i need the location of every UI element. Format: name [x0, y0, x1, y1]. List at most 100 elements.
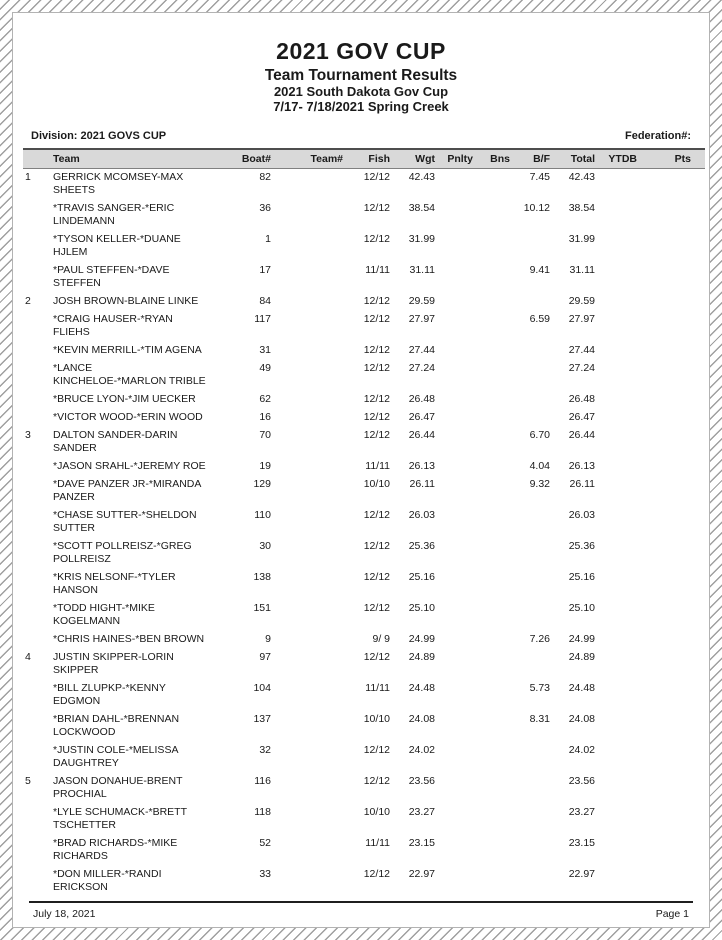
cell-bns: [475, 169, 512, 201]
header-wgt: Wgt: [392, 148, 437, 170]
cell-teamno: [273, 311, 345, 342]
footer-date: July 18, 2021: [33, 908, 96, 921]
cell-fish: 10/10: [363, 477, 390, 490]
report-header: 2021 GOV CUP Team Tournament Results 202…: [23, 38, 699, 114]
cell-rank: 3: [25, 428, 31, 441]
cell-bns: [475, 231, 512, 262]
event-dates-location: 7/17- 7/18/2021 Spring Creek: [273, 98, 449, 114]
cell-bf: [512, 600, 552, 631]
cell-total: 23.56: [568, 774, 595, 787]
cell-bns: [475, 835, 512, 866]
cell-fish: 11/11: [365, 459, 390, 472]
cell-total: 26.11: [569, 477, 596, 490]
cell-pnlty: [437, 342, 475, 360]
header-pnlty: Pnlty: [437, 148, 475, 170]
cell-bns: [475, 409, 512, 427]
cell-team: *CHRIS HAINES-*BEN BROWN: [53, 632, 205, 645]
cell-fish: 12/12: [363, 170, 390, 183]
cell-boat: 129: [253, 477, 271, 490]
cell-wgt: 23.15: [408, 836, 435, 849]
cell-total: 27.97: [568, 312, 595, 325]
cell-total: 24.02: [568, 743, 595, 756]
cell-teamno: [273, 360, 345, 391]
cell-wgt: 25.16: [408, 570, 435, 583]
cell-pts: [639, 649, 705, 680]
cell-boat: 19: [259, 459, 271, 472]
cell-total: 38.54: [568, 201, 595, 214]
table-row: *LANCE KINCHELOE-*MARLON TRIBLE 49 12/12 27…: [23, 360, 705, 391]
header-bns: Bns: [475, 148, 512, 170]
cell-rank: [23, 342, 51, 360]
cell-total: 23.15: [568, 836, 595, 849]
cell-total: 24.08: [568, 712, 595, 725]
cell-wgt: 29.59: [408, 294, 435, 307]
table-row: *LYLE SCHUMACK-*BRETT TSCHETTER 118 10/10 2…: [23, 804, 705, 835]
cell-boat: 137: [253, 712, 271, 725]
cell-total: 26.03: [568, 508, 595, 521]
table-row: 2 JOSH BROWN-BLAINE LINKE 84 12/12 29.59 29.5…: [23, 293, 705, 311]
cell-rank: [23, 507, 51, 538]
header-row: Team Boat# Team# Fish Wgt Pnlty Bns B/F …: [23, 148, 705, 170]
results-table-body: 1 GERRICK MCOMSEY-MAX SHEETS 82 12/12 42.43 7…: [23, 169, 705, 898]
cell-fish: 10/10: [363, 712, 390, 725]
cell-rank: 4: [25, 650, 31, 663]
cell-teamno: [273, 391, 345, 409]
cell-wgt: 42.43: [408, 170, 435, 183]
cell-team: *DON MILLER-*RANDI ERICKSON: [53, 867, 162, 893]
cell-wgt: 24.99: [408, 632, 435, 645]
cell-total: 27.24: [568, 361, 595, 374]
cell-pnlty: [437, 742, 475, 773]
cell-teamno: [273, 342, 345, 360]
cell-pnlty: [437, 538, 475, 569]
cell-bns: [475, 476, 512, 507]
cell-pts: [639, 569, 705, 600]
cell-bf: 5.73: [529, 681, 550, 694]
header-ytdb: YTDB: [597, 148, 639, 170]
table-row: *KRIS NELSONF-*TYLER HANSON 138 12/12 25.16…: [23, 569, 705, 600]
cell-teamno: [273, 804, 345, 835]
cell-ytdb: [597, 311, 639, 342]
cell-rank: [23, 311, 51, 342]
cell-fish: 12/12: [363, 232, 390, 245]
cell-team: *KRIS NELSONF-*TYLER HANSON: [53, 570, 176, 596]
cell-bns: [475, 342, 512, 360]
cell-pnlty: [437, 600, 475, 631]
cell-bns: [475, 200, 512, 231]
cell-teamno: [273, 773, 345, 804]
cell-ytdb: [597, 262, 639, 293]
cell-rank: [23, 538, 51, 569]
cell-fish: 12/12: [363, 539, 390, 552]
cell-total: 24.99: [568, 632, 595, 645]
cell-rank: [23, 804, 51, 835]
cell-pnlty: [437, 804, 475, 835]
cell-ytdb: [597, 293, 639, 311]
cell-team: *TYSON KELLER-*DUANE HJLEM: [53, 232, 181, 258]
cell-pts: [639, 391, 705, 409]
cell-rank: [23, 476, 51, 507]
page-title: 2021 GOV CUP: [276, 38, 446, 64]
cell-bf: [512, 649, 552, 680]
cell-boat: 49: [259, 361, 271, 374]
cell-fish: 12/12: [363, 570, 390, 583]
cell-team: *SCOTT POLLREISZ-*GREG POLLREISZ: [53, 539, 192, 565]
cell-pnlty: [437, 476, 475, 507]
cell-bf: 9.41: [529, 263, 550, 276]
cell-ytdb: [597, 835, 639, 866]
report-page: 2021 GOV CUP Team Tournament Results 202…: [12, 12, 710, 928]
cell-pts: [639, 538, 705, 569]
report-footer: July 18, 2021 Page 1: [23, 897, 699, 920]
cell-wgt: 27.97: [408, 312, 435, 325]
cell-pnlty: [437, 711, 475, 742]
cell-teamno: [273, 631, 345, 649]
cell-ytdb: [597, 427, 639, 458]
cell-ytdb: [597, 476, 639, 507]
cell-ytdb: [597, 200, 639, 231]
cell-rank: [23, 409, 51, 427]
cell-boat: 16: [259, 410, 271, 423]
header-fish: Fish: [345, 148, 392, 170]
cell-ytdb: [597, 342, 639, 360]
cell-total: 24.89: [568, 650, 595, 663]
event-name: 2021 South Dakota Gov Cup: [273, 84, 449, 100]
cell-pnlty: [437, 773, 475, 804]
cell-ytdb: [597, 569, 639, 600]
